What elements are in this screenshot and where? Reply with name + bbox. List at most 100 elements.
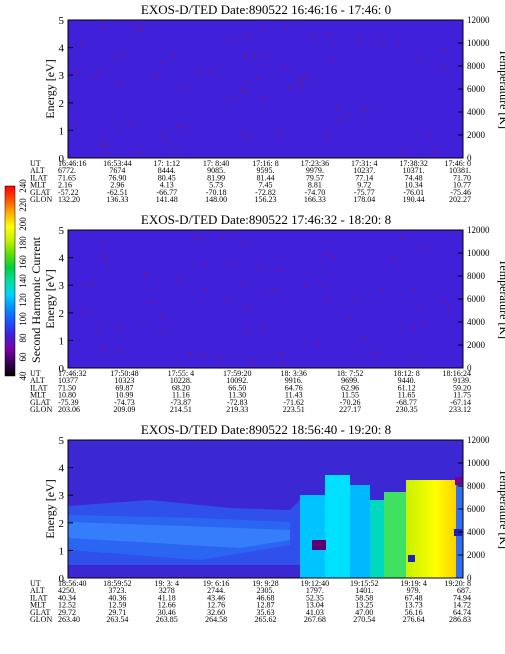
- table-cell: 81.44: [257, 173, 275, 182]
- table-row-label: UT: [30, 579, 41, 588]
- table-cell: 11.55: [341, 391, 359, 400]
- table-cell: 6772.: [58, 166, 76, 175]
- table-row-label: ALT: [30, 586, 45, 595]
- table-cell: -72.82: [255, 188, 276, 197]
- panel-1: EXOS-D/TED Date:890522 16:46:16 - 17:46:…: [30, 2, 505, 204]
- table-cell: 10.99: [115, 391, 133, 400]
- scatter-dot: [404, 149, 406, 152]
- scatter-dot: [305, 76, 307, 78]
- scatter-dot: [327, 137, 330, 139]
- panel-2-dots: [83, 236, 450, 365]
- table-cell: 64.76: [285, 383, 303, 392]
- table-row-label: UT: [30, 159, 41, 168]
- panel-2-title: EXOS-D/TED Date:890522 17:46:32 - 18:20:…: [141, 212, 391, 227]
- table-cell: 9916.: [285, 376, 303, 385]
- table-cell: 5.73: [209, 181, 223, 190]
- scatter-dot: [282, 362, 285, 365]
- table-cell: 17: 1:12: [154, 159, 180, 168]
- scatter-dot: [415, 357, 417, 359]
- table-cell: 16:53:44: [103, 159, 131, 168]
- table-cell: 56.16: [405, 608, 423, 617]
- scatter-dot: [279, 270, 282, 272]
- y2-tick-label: 6000: [467, 504, 486, 514]
- scatter-dot: [124, 53, 127, 55]
- table-cell: 12.52: [58, 601, 76, 610]
- scatter-dot: [161, 315, 163, 318]
- scatter-dot: [422, 322, 425, 324]
- scatter-dot: [106, 152, 109, 155]
- panel-3: EXOS-D/TED Date:890522 18:56:40 - 19:20:…: [30, 422, 505, 624]
- table-row-label: GLON: [30, 405, 52, 414]
- table-cell: 19:12:40: [301, 579, 329, 588]
- table-cell: -75.39: [58, 398, 79, 407]
- scatter-dot: [382, 287, 385, 290]
- scatter-dot: [102, 138, 104, 140]
- y-tick-label: 1: [59, 125, 65, 137]
- y2-tick-label: 0: [467, 573, 472, 583]
- y-tick-label: 5: [59, 435, 65, 447]
- table-cell: 227.17: [339, 405, 361, 414]
- y2-tick-label: 4000: [467, 527, 486, 537]
- table-cell: 10092.: [226, 376, 248, 385]
- panel-1-ylabel: Energy [eV]: [43, 59, 57, 118]
- table-cell: 2744.: [207, 586, 225, 595]
- scatter-dot: [85, 284, 88, 287]
- scatter-dot: [182, 125, 184, 128]
- table-cell: -68.77: [396, 398, 417, 407]
- scatter-dot: [359, 41, 362, 43]
- colorbar-tick-label: 200: [18, 217, 28, 231]
- scatter-dot: [137, 28, 139, 31]
- scatter-dot: [242, 283, 244, 285]
- panel-3-yellow-block: [406, 480, 456, 578]
- scatter-dot: [104, 255, 107, 257]
- scatter-dot: [401, 237, 403, 240]
- y2-tick-label: 2000: [467, 550, 486, 560]
- colorbar-tick-label: 100: [18, 312, 28, 326]
- table-row-label: ILAT: [30, 173, 47, 182]
- table-cell: 13.04: [306, 601, 324, 610]
- table-cell: 8.81: [308, 181, 322, 190]
- scatter-dot: [355, 298, 357, 300]
- table-cell: 77.14: [355, 173, 373, 182]
- scatter-dot: [175, 148, 177, 150]
- scatter-dot: [219, 357, 222, 359]
- scatter-dot: [193, 236, 196, 239]
- y2-tick-label: 2000: [467, 130, 486, 140]
- panel-3-cyan-block-2: [325, 475, 350, 578]
- table-cell: 9085.: [207, 166, 225, 175]
- scatter-dot: [241, 133, 244, 135]
- table-cell: 76.90: [108, 173, 126, 182]
- table-cell: 10377: [58, 376, 78, 385]
- scatter-dot: [202, 354, 205, 357]
- panel-3-teal-block: [370, 500, 384, 578]
- y2-tick-label: 6000: [467, 294, 486, 304]
- table-cell: -66.77: [156, 188, 177, 197]
- table-cell: 9.72: [357, 181, 371, 190]
- scatter-dot: [205, 264, 208, 266]
- table-cell: 214.51: [170, 405, 192, 414]
- scatter-dot: [252, 362, 255, 365]
- scatter-dot: [418, 58, 421, 60]
- table-cell: -74.73: [114, 398, 135, 407]
- y2-tick-label: 8000: [467, 271, 486, 281]
- scatter-dot: [137, 152, 140, 154]
- table-cell: 79.57: [306, 173, 324, 182]
- table-cell: 62.96: [341, 383, 359, 392]
- table-cell: 11.75: [453, 391, 471, 400]
- y2-tick-label: 12000: [467, 15, 490, 25]
- scatter-dot: [243, 89, 246, 92]
- table-row-label: UT: [30, 369, 41, 378]
- table-cell: 3278: [159, 586, 175, 595]
- y2-tick-label: 8000: [467, 481, 486, 491]
- table-cell: 19: 9:28: [252, 579, 278, 588]
- y-tick-label: 1: [59, 545, 65, 557]
- table-cell: 263.54: [106, 615, 128, 624]
- scatter-dot: [337, 119, 339, 122]
- panel-3-dark-blob-2: [408, 555, 415, 562]
- table-cell: -75.77: [354, 188, 375, 197]
- table-cell: 7.45: [259, 181, 273, 190]
- colorbar-tick-label: 180: [18, 236, 28, 250]
- scatter-dot: [140, 30, 142, 33]
